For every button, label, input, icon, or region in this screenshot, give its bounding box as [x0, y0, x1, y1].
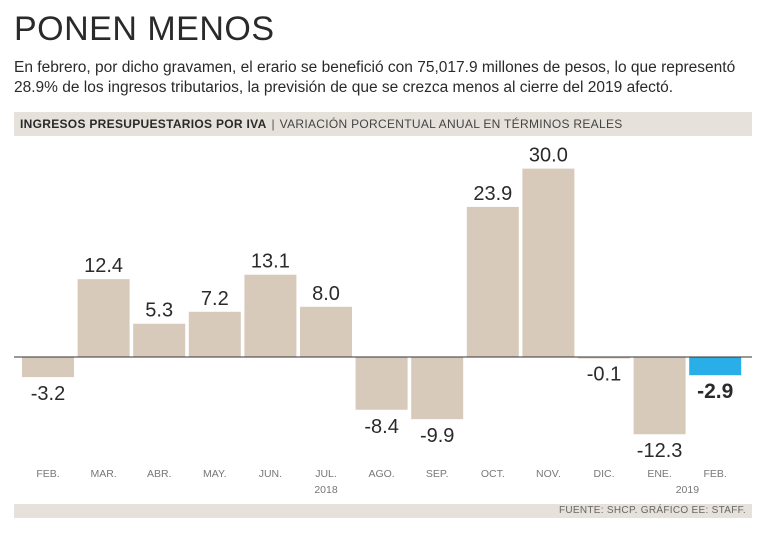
category-label-12: FEB.	[704, 468, 727, 480]
bar-3	[188, 311, 241, 357]
bar-12	[689, 357, 742, 376]
bar-6	[355, 357, 408, 410]
category-label-2: ABR.	[147, 468, 172, 480]
bar-10	[578, 357, 630, 359]
bar-4	[244, 274, 297, 357]
chart-subtitle: En febrero, por dicho gravamen, el erari…	[14, 59, 736, 96]
value-label-4: 13.1	[251, 251, 290, 273]
value-label-1: 12.4	[84, 255, 123, 277]
value-label-8: 23.9	[473, 183, 512, 205]
value-label-3: 7.2	[201, 288, 229, 310]
bar-9	[522, 168, 575, 357]
value-label-5: 8.0	[312, 283, 340, 305]
category-label-3: MAY.	[203, 468, 227, 480]
chart-header-subtitle: VARIACIÓN PORCENTUAL ANUAL EN TÉRMINOS R…	[279, 117, 623, 131]
category-label-9: NOV.	[536, 468, 561, 480]
value-label-2: 5.3	[145, 300, 173, 322]
category-label-8: OCT.	[481, 468, 505, 480]
category-label-4: JUN.	[259, 468, 282, 480]
bar-0	[22, 357, 74, 378]
bar-5	[300, 306, 352, 357]
bar-7	[411, 357, 464, 420]
bar-8	[466, 206, 519, 357]
source-text: FUENTE: SHCP. GRÁFICO EE: STAFF.	[558, 505, 746, 516]
value-label-10: -0.1	[587, 364, 621, 386]
value-label-0: -3.2	[31, 383, 65, 405]
value-label-12: -2.9	[697, 380, 733, 403]
year-label-0: 2018	[314, 484, 338, 496]
category-label-11: ENE.	[647, 468, 672, 480]
chart-header-band: INGRESOS PRESUPUESTARIOS POR IVA | VARIA…	[14, 112, 752, 136]
chart-header-separator: |	[271, 117, 275, 131]
chart-title: PONEN MENOS	[14, 10, 275, 48]
bar-11	[633, 357, 686, 435]
bar-1	[77, 279, 130, 357]
category-label-5: JUL.	[315, 468, 337, 480]
category-label-0: FEB.	[36, 468, 59, 480]
bar-2	[133, 323, 186, 357]
category-label-1: MAR.	[90, 468, 116, 480]
source-band: FUENTE: SHCP. GRÁFICO EE: STAFF.	[14, 504, 752, 518]
chart-header-title: INGRESOS PRESUPUESTARIOS POR IVA	[20, 117, 267, 131]
value-label-7: -9.9	[420, 425, 454, 447]
value-label-9: 30.0	[529, 145, 568, 167]
year-label-1: 2019	[676, 484, 700, 496]
category-label-10: DIC.	[594, 468, 615, 480]
category-label-7: SEP.	[426, 468, 449, 480]
value-label-6: -8.4	[364, 416, 398, 438]
value-label-11: -12.3	[637, 440, 683, 462]
category-label-6: AGO.	[368, 468, 394, 480]
